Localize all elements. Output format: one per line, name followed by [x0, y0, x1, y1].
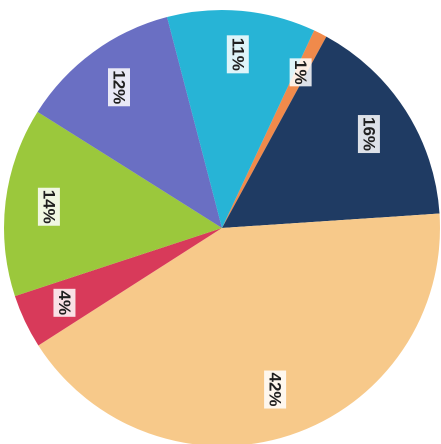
- pie-slice-5: [37, 17, 222, 229]
- pie-label-1: 16%: [357, 115, 380, 154]
- pie-label-6: 11%: [226, 35, 249, 74]
- pie-label-box-6: [226, 35, 249, 74]
- pie-label-2: 42%: [264, 370, 287, 409]
- pie-label-text-1: 16%: [359, 117, 378, 151]
- pie-label-box-3: [53, 288, 76, 317]
- pie-label-box-2: [264, 370, 287, 409]
- pie-label-3: 4%: [53, 288, 76, 317]
- pie-label-box-0: [289, 58, 312, 87]
- pie-slice-6: [167, 9, 315, 228]
- pie-labels: 1% 16% 42% 4% 14% 12% 11%: [37, 35, 380, 409]
- pie-label-0: 1%: [289, 58, 312, 87]
- pie-label-text-4: 14%: [39, 190, 58, 224]
- pie-slice-1: [222, 36, 440, 228]
- pie-label-4: 14%: [37, 187, 60, 226]
- pie-label-box-1: [357, 115, 380, 154]
- pie-slice-4: [3, 111, 222, 297]
- pie-label-box-4: [37, 187, 60, 226]
- pie-slices: [3, 9, 440, 444]
- pie-label-text-5: 12%: [109, 70, 128, 104]
- pie-slice-2: [38, 213, 440, 444]
- pie-label-text-3: 4%: [55, 291, 74, 316]
- pie-label-text-0: 1%: [291, 60, 310, 85]
- pie-label-box-5: [107, 68, 130, 107]
- pie-label-text-6: 11%: [228, 38, 247, 71]
- pie-label-5: 12%: [107, 68, 130, 107]
- pie-label-text-2: 42%: [266, 373, 285, 407]
